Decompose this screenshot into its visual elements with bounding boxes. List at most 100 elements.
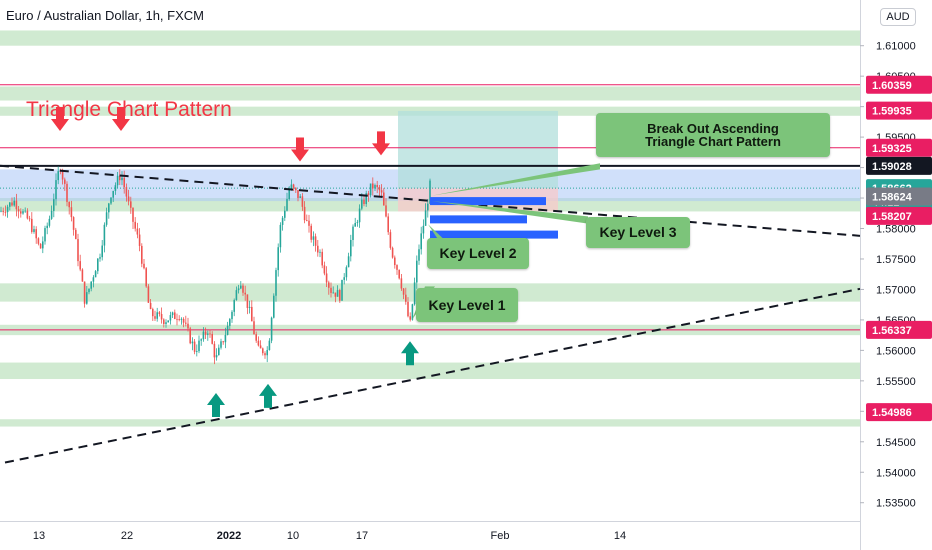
- signal-arrows: [51, 107, 419, 418]
- candle: [358, 204, 361, 228]
- candle: [321, 248, 323, 269]
- price-tick-label: 1.57500: [876, 254, 916, 266]
- candle: [121, 171, 123, 186]
- candle-body: [187, 323, 189, 329]
- candle-body: [55, 180, 57, 200]
- candle: [209, 329, 211, 338]
- candle-body: [303, 206, 306, 221]
- candle-body: [112, 190, 114, 198]
- price-tick-label: 1.55500: [876, 376, 916, 388]
- candle: [312, 231, 315, 247]
- candle: [242, 283, 244, 296]
- price-tag-bg: [866, 206, 932, 225]
- currency-button[interactable]: AUD: [880, 8, 916, 26]
- price-tick-label: 1.61000: [876, 41, 916, 53]
- candle: [387, 213, 389, 235]
- candle-body: [105, 212, 108, 225]
- up-arrow-icon: [259, 383, 277, 408]
- candle-body: [407, 301, 409, 317]
- candle: [273, 293, 275, 319]
- candle: [193, 339, 196, 355]
- candle-body: [286, 199, 288, 211]
- candle: [220, 338, 222, 350]
- price-tag-bg: [866, 138, 932, 157]
- candle-body: [37, 238, 40, 244]
- candle: [9, 201, 11, 211]
- price-tag: 1.59325: [866, 138, 932, 157]
- candle-body: [83, 281, 86, 304]
- candle: [90, 281, 92, 292]
- candle-body: [372, 183, 374, 189]
- candle-body: [215, 355, 218, 358]
- candle: [160, 307, 163, 324]
- price-tag-bg: [866, 75, 932, 94]
- candle: [233, 298, 235, 317]
- candle-body: [169, 315, 172, 321]
- candle-body: [248, 306, 251, 308]
- candle: [224, 327, 227, 349]
- candle-body: [244, 292, 246, 295]
- candle: [339, 288, 341, 303]
- candle: [83, 281, 86, 308]
- candle-body: [90, 281, 92, 289]
- candle: [213, 341, 216, 365]
- candle: [68, 201, 70, 215]
- candle: [341, 279, 343, 301]
- candle: [365, 190, 367, 207]
- candle-body: [103, 224, 106, 246]
- candle-body: [257, 340, 260, 346]
- time-tick-label: 13: [33, 530, 45, 542]
- candle-body: [387, 216, 389, 233]
- candle: [424, 203, 427, 226]
- candle-body: [88, 288, 90, 293]
- candle: [202, 327, 205, 342]
- candle: [20, 208, 22, 218]
- candle-body: [220, 341, 222, 348]
- candle: [39, 243, 42, 249]
- candle-body: [160, 314, 163, 320]
- time-axis-bg: [0, 521, 860, 550]
- price-tag-bg: [866, 320, 932, 339]
- candle: [281, 215, 284, 231]
- candle-body: [235, 290, 238, 301]
- candle: [37, 237, 40, 246]
- candle-body: [189, 328, 191, 344]
- candle: [292, 183, 295, 192]
- candle: [141, 243, 143, 268]
- candle-body: [125, 187, 128, 197]
- candle: [105, 207, 108, 227]
- candle-body: [354, 223, 356, 227]
- candle: [372, 177, 374, 196]
- green-zone: [0, 86, 860, 101]
- candle: [400, 274, 403, 291]
- candle: [200, 338, 202, 346]
- candle-body: [347, 256, 350, 268]
- candle: [303, 201, 306, 224]
- candle-body: [420, 233, 422, 250]
- price-tag: 1.59028: [866, 156, 932, 175]
- candle: [196, 344, 198, 357]
- candle: [70, 200, 73, 222]
- candle-body: [369, 183, 372, 196]
- candle: [413, 277, 416, 306]
- candle: [138, 228, 141, 252]
- candle: [77, 233, 79, 267]
- candle-body: [222, 341, 224, 343]
- candle: [152, 307, 154, 321]
- candle: [407, 297, 409, 318]
- candle-body: [229, 319, 231, 326]
- candle: [257, 336, 260, 347]
- candle-body: [259, 345, 262, 349]
- candle: [266, 346, 268, 363]
- price-tag-label: 1.59028: [872, 161, 912, 173]
- time-axis[interactable]: 13 22 2022 10 17 Feb 14: [0, 521, 860, 550]
- candle-body: [75, 229, 77, 240]
- candle-body: [266, 350, 268, 356]
- candle-body: [180, 318, 183, 320]
- target-box: [398, 110, 558, 189]
- candle-body: [46, 225, 48, 229]
- candle-body: [2, 210, 4, 212]
- candle-body: [211, 334, 213, 344]
- candle: [171, 311, 174, 319]
